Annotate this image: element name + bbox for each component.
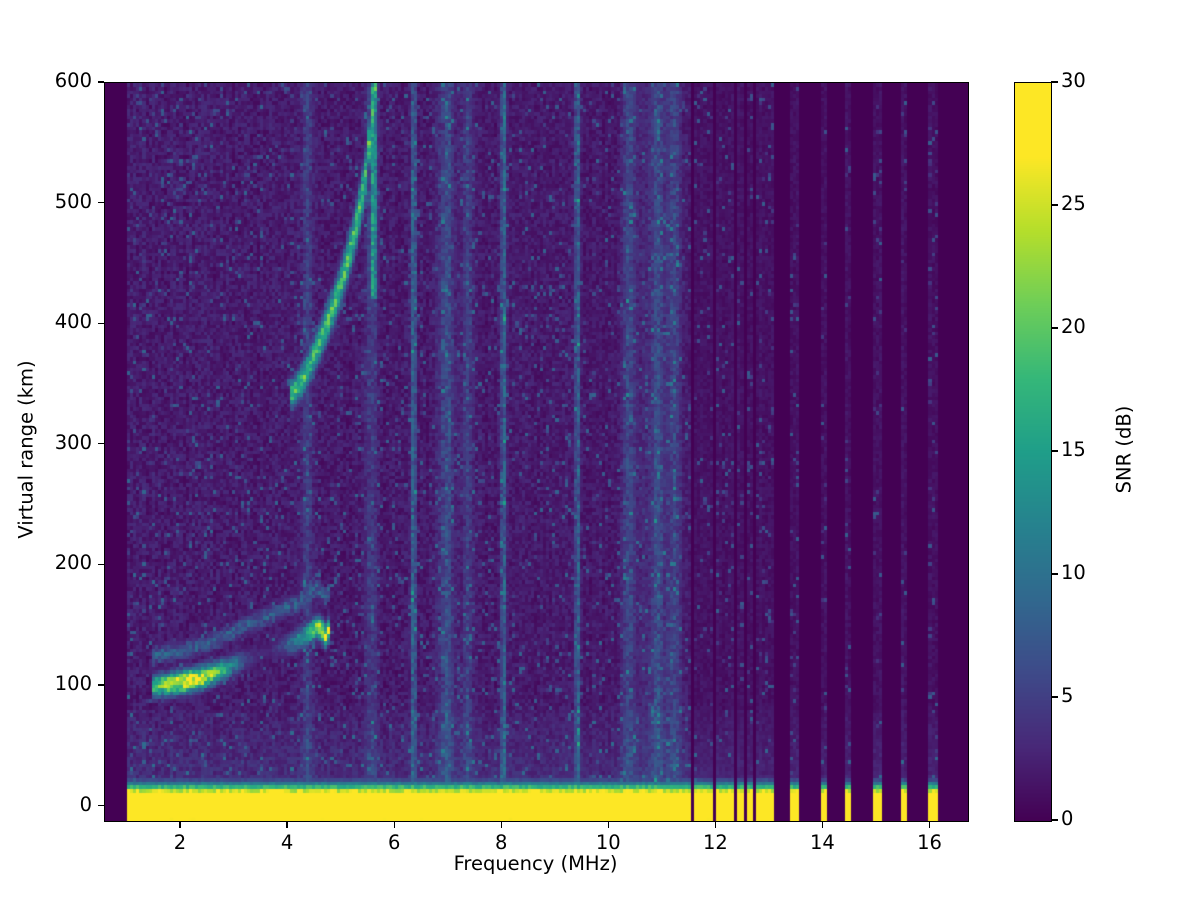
x-tick-label: 14 (810, 831, 835, 854)
y-tick-label: 0 (79, 792, 92, 816)
y-tick-mark (97, 322, 104, 324)
x-tick-label: 10 (595, 831, 621, 854)
colorbar-tick-mark (1051, 450, 1058, 452)
y-tick-label: 200 (54, 551, 92, 575)
y-tick-label: 300 (54, 430, 92, 454)
y-tick-mark (97, 81, 104, 83)
x-tick-mark (393, 821, 395, 828)
colorbar (1014, 82, 1052, 822)
x-tick-label: 6 (387, 831, 401, 854)
ionogram-plot-area (104, 82, 969, 822)
colorbar-tick-label: 15 (1061, 438, 1086, 461)
colorbar-tick-mark (1051, 696, 1058, 698)
y-tick-label: 500 (54, 189, 92, 213)
y-tick-label: 600 (54, 69, 92, 92)
colorbar-tick-label: 25 (1061, 192, 1086, 215)
x-tick-mark (286, 821, 288, 828)
ionogram-heatmap-canvas (105, 83, 968, 821)
colorbar-tick-mark (1051, 573, 1058, 575)
x-tick-label: 16 (917, 831, 942, 854)
colorbar-tick-mark (1051, 327, 1058, 329)
colorbar-tick-label: 0 (1061, 807, 1074, 830)
colorbar-tick-label: 10 (1061, 561, 1086, 584)
y-tick-mark (97, 443, 104, 445)
y-tick-mark (97, 563, 104, 565)
x-tick-mark (714, 821, 717, 828)
colorbar-tick-mark (1051, 819, 1058, 821)
colorbar-tick-label: 30 (1061, 69, 1086, 92)
y-tick-mark (97, 684, 104, 686)
x-tick-label: 8 (495, 831, 508, 854)
x-tick-mark (928, 821, 931, 828)
x-tick-label: 4 (280, 831, 294, 854)
x-tick-mark (500, 821, 502, 828)
y-tick-label: 100 (54, 671, 92, 695)
colorbar-tick-label: 5 (1061, 684, 1074, 707)
x-tick-mark (179, 821, 181, 828)
colorbar-tick-mark (1051, 204, 1058, 206)
y-tick-mark (97, 201, 104, 204)
colorbar-label: SNR (dB) (1112, 405, 1136, 494)
x-tick-label: 12 (702, 831, 728, 854)
y-tick-label: 400 (54, 310, 92, 334)
x-axis-label: Frequency (MHz) (453, 852, 618, 875)
colorbar-tick-mark (1051, 81, 1058, 83)
x-tick-mark (821, 821, 824, 828)
colorbar-tick-label: 20 (1061, 315, 1086, 338)
colorbar-gradient (1015, 83, 1051, 821)
x-tick-mark (607, 821, 609, 828)
y-tick-mark (97, 804, 104, 807)
x-tick-label: 2 (173, 831, 187, 854)
